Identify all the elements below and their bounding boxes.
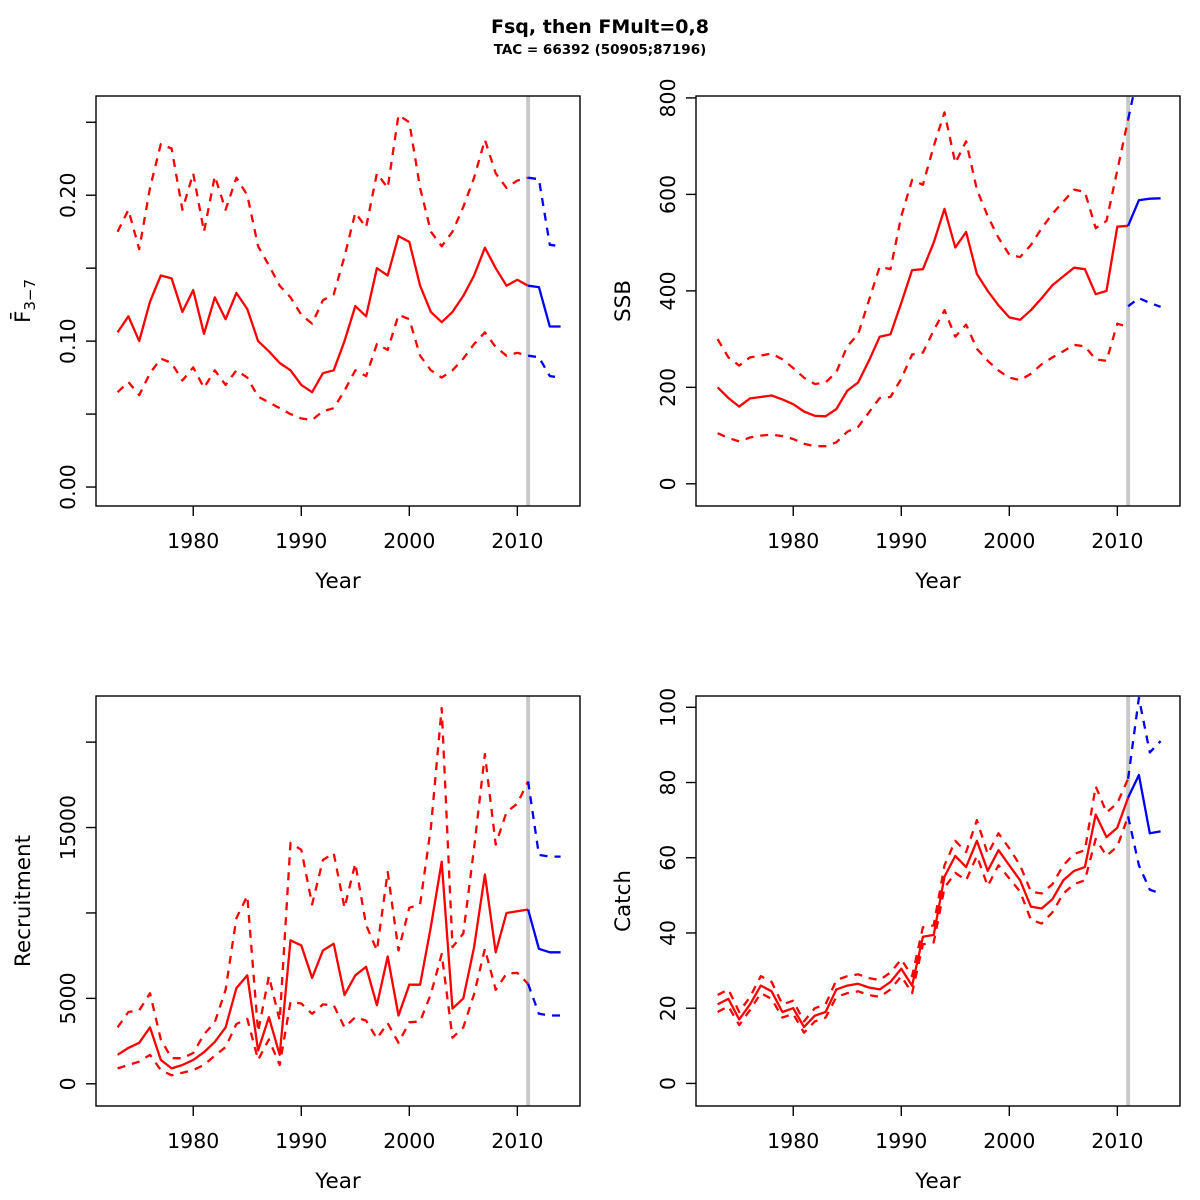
y-tick-label: 15000 [56, 795, 80, 860]
series-median-forecast [526, 909, 561, 954]
x-tick-label: 1990 [875, 1129, 927, 1153]
y-tick-label: 400 [656, 271, 680, 310]
plot-box [695, 95, 1181, 507]
x-tick-label: 2010 [491, 529, 543, 553]
y-tick-label: 200 [656, 368, 680, 407]
y-tick-label: 80 [656, 769, 680, 795]
x-axis-title: Year [914, 569, 961, 594]
series-lower-ci-forecast [1127, 296, 1161, 308]
series-upper-ci-historical [116, 706, 530, 1060]
series-median-forecast [1127, 773, 1161, 835]
y-tick-label: 0 [656, 477, 680, 490]
y-axis-title: Catch [611, 870, 636, 932]
series-median-historical [716, 207, 1129, 418]
page-subtitle: TAC = 66392 (50905;87196) [493, 41, 707, 58]
plot-box [95, 95, 581, 507]
series-lower-ci-forecast [527, 983, 561, 1017]
series-lower-ci-forecast [527, 354, 561, 379]
series-group [116, 706, 561, 1077]
series-lower-ci-historical [717, 309, 1129, 448]
y-tick-label: 0 [656, 1077, 680, 1090]
series-group [716, 96, 1161, 448]
x-axis-title: Year [314, 569, 361, 594]
plot-box [95, 695, 581, 1107]
x-tick-label: 1990 [275, 529, 327, 553]
x-tick-label: 2000 [983, 529, 1035, 553]
y-tick-label: 0.10 [56, 318, 80, 364]
y-tick-label: 60 [656, 845, 680, 871]
panel-ssb: 1980 1990 2000 2010 0 200 400 600 800 Year SSB [611, 78, 1181, 594]
series-upper-ci-forecast [526, 781, 561, 858]
y-axis-title: F̄3−7 [10, 279, 39, 323]
series-group [116, 113, 561, 422]
series-group [717, 696, 1162, 1034]
series-lower-ci-historical [717, 816, 1130, 1034]
title-block: Fsq, then FMult=0,8 TAC = 66392 (50905;8… [0, 16, 1200, 59]
series-upper-ci-historical [716, 111, 1130, 386]
y-tick-label: 100 [656, 688, 680, 727]
y-tick-label: 0.20 [56, 172, 80, 218]
x-tick-label: 1980 [167, 529, 219, 553]
panel-recruitment: 1980 1990 2000 2010 0 5000 15000 Year Recruitmen… [11, 695, 581, 1194]
series-median-historical [116, 234, 529, 394]
series-median-forecast [1127, 197, 1161, 227]
y-tick-label: 600 [656, 175, 680, 214]
x-tick-label: 2010 [491, 1129, 543, 1153]
x-tick-label: 1990 [875, 529, 927, 553]
x-tick-label: 2000 [983, 1129, 1035, 1153]
x-tick-label: 2000 [383, 1129, 435, 1153]
series-upper-ci-forecast [1126, 96, 1135, 120]
y-axis-title: SSB [611, 280, 636, 322]
series-lower-ci-historical [117, 947, 529, 1077]
y-tick-label: 0.00 [56, 464, 80, 510]
series-upper-ci-historical [116, 113, 529, 325]
x-tick-label: 1990 [275, 1129, 327, 1153]
y-tick-label: 800 [656, 78, 680, 117]
x-tick-label: 1980 [767, 1129, 819, 1153]
panel-catch: 1980 1990 2000 2010 0 20 40 60 80 100 Year Catch [611, 688, 1181, 1194]
x-tick-label: 2010 [1091, 529, 1143, 553]
x-tick-label: 1980 [167, 1129, 219, 1153]
x-tick-label: 2000 [383, 529, 435, 553]
x-axis-title: Year [914, 1169, 961, 1194]
x-tick-label: 2010 [1091, 1129, 1143, 1153]
series-median-forecast [527, 284, 561, 328]
y-tick-label: 20 [656, 995, 680, 1021]
series-lower-ci-historical [116, 313, 529, 422]
panel-fbar: 1980 1990 2000 2010 0.00 0.10 0.20 Year F̄3−7 [10, 95, 581, 594]
series-upper-ci-forecast [527, 176, 561, 248]
page-title: Fsq, then FMult=0,8 [491, 16, 709, 38]
y-tick-label: 40 [656, 920, 680, 946]
series-median-historical [717, 797, 1130, 1029]
series-median-historical [116, 860, 529, 1070]
series-upper-ci-forecast [1126, 696, 1162, 779]
x-axis-title: Year [314, 1169, 361, 1194]
y-tick-label: 5000 [56, 972, 80, 1024]
x-tick-label: 1980 [767, 529, 819, 553]
y-axis-title: Recruitment [11, 835, 36, 967]
plot-box [695, 695, 1181, 1107]
series-lower-ci-forecast [1126, 816, 1161, 895]
y-tick-label: 0 [56, 1077, 80, 1090]
series-upper-ci-historical [717, 778, 1130, 1023]
